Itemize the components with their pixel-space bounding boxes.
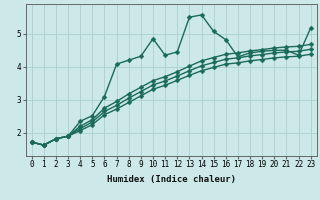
X-axis label: Humidex (Indice chaleur): Humidex (Indice chaleur) [107, 175, 236, 184]
